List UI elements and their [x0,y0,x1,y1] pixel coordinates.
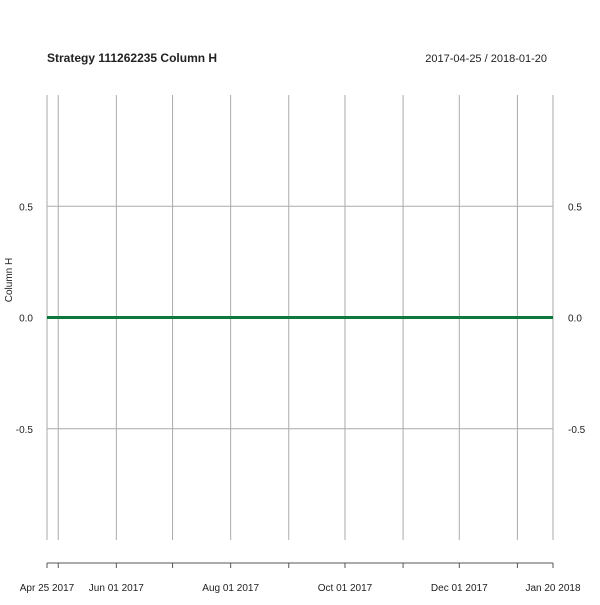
y-tick-label-left: 0.5 [19,202,33,213]
y-tick-labels-right: -0.5 0.0 0.5 [568,202,586,436]
x-tick-label: Dec 01 2017 [431,583,488,594]
y-tick-label-left: -0.5 [16,425,34,436]
x-tick-label: Aug 01 2017 [202,583,259,594]
chart-title: Strategy 111262235 Column H [47,51,217,65]
x-tick-label: Jan 20 2018 [525,583,580,594]
x-tick-label: Jun 01 2017 [89,583,144,594]
y-tick-label-left: 0.0 [19,314,33,325]
y-tick-labels-left: -0.5 0.0 0.5 [16,202,34,436]
y-axis-label: Column H [4,258,15,302]
y-tick-label-right: -0.5 [568,425,586,436]
x-tick-label: Oct 01 2017 [318,583,373,594]
x-tick-label: Apr 25 2017 [20,583,75,594]
x-axis: Apr 25 2017 Jun 01 2017 Aug 01 2017 Oct 01 … [20,562,581,594]
y-tick-label-right: 0.5 [568,202,582,213]
date-range-label: 2017-04-25 / 2018-01-20 [425,53,547,65]
y-tick-label-right: 0.0 [568,314,582,325]
